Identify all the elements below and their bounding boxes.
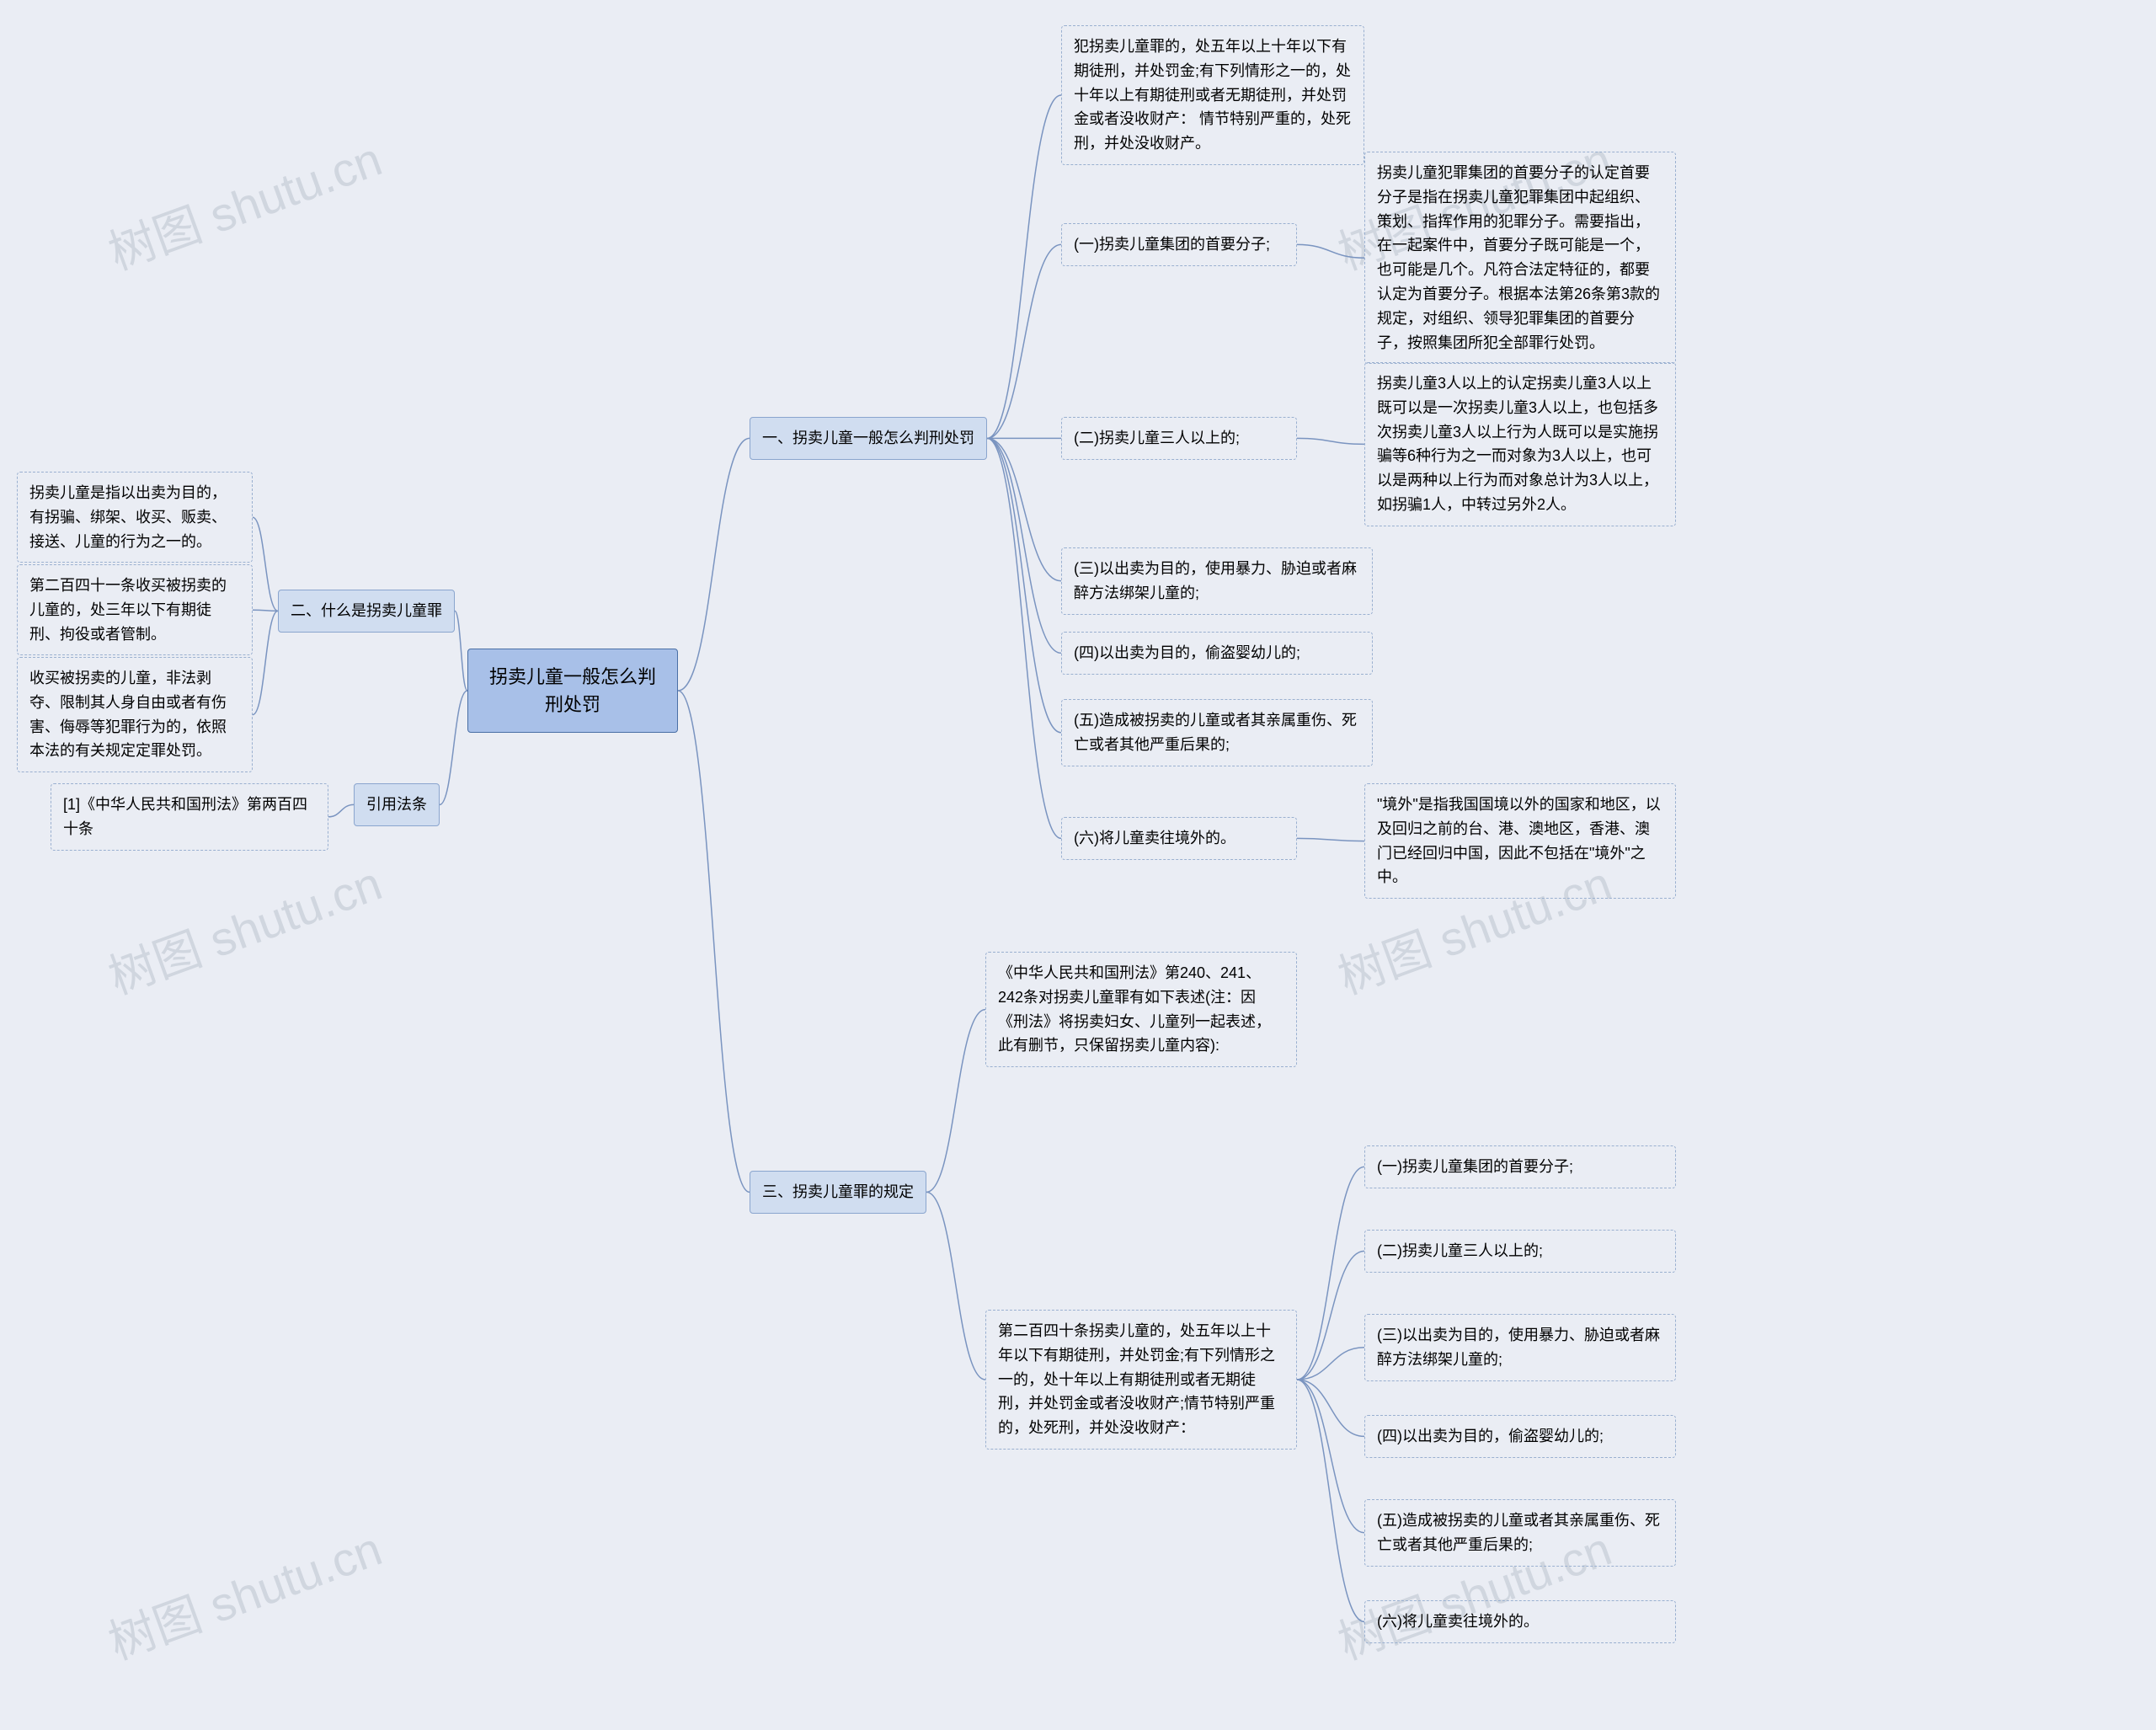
leaf-s1-0: 犯拐卖儿童罪的，处五年以上十年以下有期徒刑，并处罚金;有下列情形之一的，处十年以… bbox=[1061, 25, 1364, 165]
leaf-s2-1: 第二百四十一条收买被拐卖的儿童的，处三年以下有期徒刑、拘役或者管制。 bbox=[17, 564, 253, 655]
leaf-s3-item-5: (六)将儿童卖往境外的。 bbox=[1364, 1600, 1676, 1643]
leaf-s3-item-4: (五)造成被拐卖的儿童或者其亲属重伤、死亡或者其他严重后果的; bbox=[1364, 1499, 1676, 1567]
leaf-s1-5: (五)造成被拐卖的儿童或者其亲属重伤、死亡或者其他严重后果的; bbox=[1061, 699, 1373, 766]
leaf-s2-2: 收买被拐卖的儿童，非法剥夺、限制其人身自由或者有伤害、侮辱等犯罪行为的，依照本法… bbox=[17, 657, 253, 772]
branch-section3: 三、拐卖儿童罪的规定 bbox=[750, 1171, 926, 1214]
leaf-s3-1: 第二百四十条拐卖儿童的，处五年以上十年以下有期徒刑，并处罚金;有下列情形之一的，… bbox=[985, 1310, 1297, 1450]
branch-section1: 一、拐卖儿童一般怎么判刑处罚 bbox=[750, 417, 987, 460]
leaf-s3-item-3: (四)以出卖为目的，偷盗婴幼儿的; bbox=[1364, 1415, 1676, 1458]
root-node: 拐卖儿童一般怎么判刑处罚 bbox=[467, 649, 678, 733]
branch-section2: 二、什么是拐卖儿童罪 bbox=[278, 590, 455, 633]
leaf-s1-1-detail: 拐卖儿童犯罪集团的首要分子的认定首要分子是指在拐卖儿童犯罪集团中起组织、策划、指… bbox=[1364, 152, 1676, 364]
leaf-citation: [1]《中华人民共和国刑法》第两百四十条 bbox=[51, 783, 328, 851]
leaf-s3-item-0: (一)拐卖儿童集团的首要分子; bbox=[1364, 1145, 1676, 1188]
leaf-s1-6-detail: "境外"是指我国国境以外的国家和地区，以及回归之前的台、港、澳地区，香港、澳门已… bbox=[1364, 783, 1676, 899]
leaf-s1-2-detail: 拐卖儿童3人以上的认定拐卖儿童3人以上既可以是一次拐卖儿童3人以上，也包括多次拐… bbox=[1364, 362, 1676, 526]
branch-citation: 引用法条 bbox=[354, 783, 440, 826]
leaf-s1-1: (一)拐卖儿童集团的首要分子; bbox=[1061, 223, 1297, 266]
leaf-s1-4: (四)以出卖为目的，偷盗婴幼儿的; bbox=[1061, 632, 1373, 675]
leaf-s3-item-1: (二)拐卖儿童三人以上的; bbox=[1364, 1230, 1676, 1273]
watermark: 树图 shutu.cn bbox=[98, 846, 390, 1007]
leaf-s3-item-2: (三)以出卖为目的，使用暴力、胁迫或者麻醉方法绑架儿童的; bbox=[1364, 1314, 1676, 1381]
watermark: 树图 shutu.cn bbox=[98, 121, 390, 283]
leaf-s2-0: 拐卖儿童是指以出卖为目的，有拐骗、绑架、收买、贩卖、接送、儿童的行为之一的。 bbox=[17, 472, 253, 563]
leaf-s1-3: (三)以出卖为目的，使用暴力、胁迫或者麻醉方法绑架儿童的; bbox=[1061, 547, 1373, 615]
leaf-s3-0: 《中华人民共和国刑法》第240、241、242条对拐卖儿童罪有如下表述(注：因《… bbox=[985, 952, 1297, 1067]
leaf-s1-2: (二)拐卖儿童三人以上的; bbox=[1061, 417, 1297, 460]
watermark: 树图 shutu.cn bbox=[98, 1511, 390, 1673]
leaf-s1-6: (六)将儿童卖往境外的。 bbox=[1061, 817, 1297, 860]
